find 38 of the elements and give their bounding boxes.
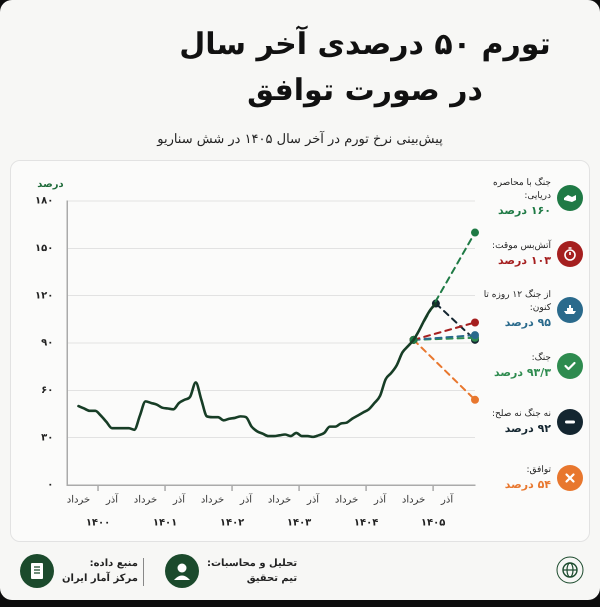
text: ۱۴۰۴	[354, 518, 378, 529]
y-tick-label: ۶۰	[41, 384, 54, 396]
legend-label: جنگ: ۹۳/۳ درصد	[494, 352, 551, 380]
y-tick-label: ۹۰	[41, 338, 54, 349]
legend-label: از جنگ ۱۲ روزه تا کنون: ۹۵ درصد	[482, 289, 551, 331]
x-tick-label: خرداد	[134, 494, 158, 506]
x-tick-label: خرداد	[334, 494, 358, 506]
legend-label: نه جنگ نه صلح: ۹۲ درصد	[492, 408, 551, 436]
x-tick-label: خرداد	[66, 494, 90, 506]
x-tick-label: آذر	[440, 492, 454, 506]
chart-subtitle: پیش‌بینی نرخ تورم در آخر سال ۱۴۰۵ در شش سناریو	[156, 132, 444, 147]
y-tick-label: ۱۲۰	[35, 290, 54, 302]
legend-label: توافق: ۵۴ درصد	[504, 464, 551, 492]
x-tick-label: آذر	[373, 492, 388, 506]
text: منبع داده:	[88, 557, 138, 571]
text: ۱۴۰۳	[286, 518, 312, 529]
x-tick-label: آذر	[104, 492, 120, 506]
x-tick-label: آذر	[172, 492, 186, 506]
text: تحلیل و محاسبات:	[207, 557, 298, 571]
text: ۱۴۰۱	[152, 518, 178, 529]
y-axis-title: درصد	[37, 179, 64, 190]
x-tick-label: خرداد	[402, 494, 426, 506]
y-tick-label: ۳۰	[41, 432, 54, 444]
chart-title: تورم ۵۰ درصدی آخر سال در صورت توافق	[178, 24, 552, 110]
x-tick-label: آذر	[238, 492, 254, 506]
text: ۱۴۰۰	[86, 518, 110, 529]
text: مرکز آمار ایران	[62, 571, 138, 586]
legend-label: آتش‌بس موقت: ۱۰۳ درصد	[492, 240, 551, 268]
text: تیم تحقیق	[246, 572, 298, 586]
x-tick-label: خرداد	[268, 494, 292, 506]
text: ۱۴۰۵	[420, 518, 446, 529]
text: ۱۴۰۲	[220, 518, 244, 529]
y-tick-label: ۰	[47, 480, 54, 491]
y-tick-label: ۱۸۰	[35, 196, 54, 207]
x-tick-label: آذر	[306, 492, 320, 506]
x-tick-label: خرداد	[200, 494, 224, 506]
legend-label: جنگ با محاصره دریایی: ۱۶۰ درصد	[492, 177, 551, 219]
y-tick-label: ۱۵۰	[35, 242, 54, 254]
